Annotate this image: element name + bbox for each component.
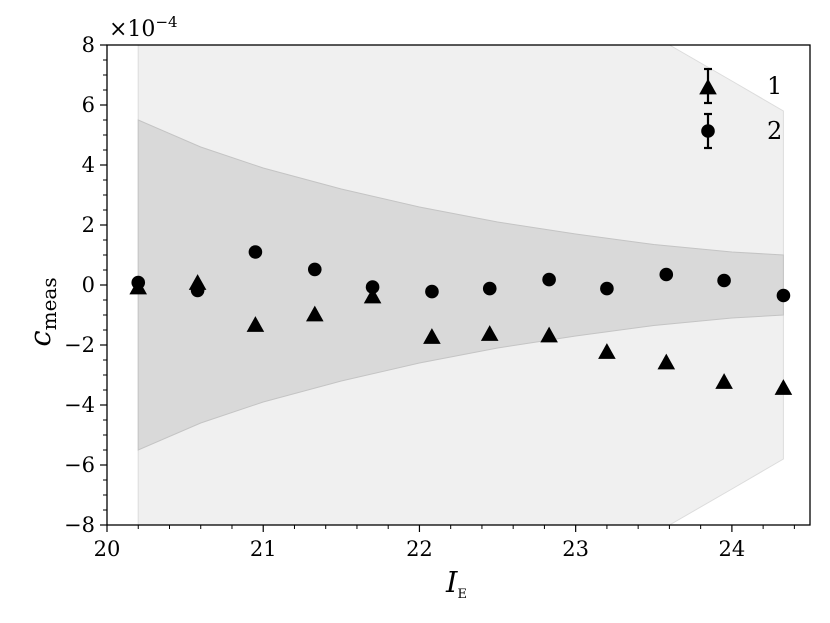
y-tick-label: −8 [64, 513, 95, 537]
legend-marker-circle [701, 124, 715, 138]
series-1-point-12 [774, 379, 793, 395]
series-2-point-3 [248, 245, 263, 259]
legend: 12 [699, 67, 782, 150]
data-markers [129, 245, 793, 395]
x-tick-label: 23 [562, 537, 589, 561]
series-2-point-8 [542, 272, 556, 287]
x-tick-label: 22 [406, 537, 433, 561]
series-2-point-12 [776, 288, 791, 303]
y-axis-title: cmeas [23, 277, 61, 346]
y-tick-label: 8 [82, 33, 95, 57]
series-2-point-2 [190, 283, 205, 298]
series-2-point-4 [307, 262, 322, 277]
series-1-point-3 [246, 316, 265, 332]
y-tick-label: −4 [64, 393, 95, 417]
legend-label: 1 [767, 72, 782, 100]
y-tick-label: 4 [82, 153, 95, 177]
y-tick-label: 2 [82, 213, 95, 237]
series-2-point-5 [365, 280, 380, 294]
y-tick-label: −6 [64, 453, 95, 477]
series-1-point-5 [363, 287, 382, 304]
legend-label: 2 [767, 117, 782, 145]
series-2-point-11 [717, 273, 731, 288]
x-axis-title: IE [445, 565, 467, 602]
series-1-point-7 [480, 325, 499, 341]
series-1-point-11 [715, 373, 733, 389]
series-1-point-8 [540, 326, 558, 343]
legend-marker-triangle [699, 78, 717, 95]
x-tick-label: 20 [94, 537, 121, 561]
series-2-point-9 [600, 281, 614, 296]
series-1-point-4 [306, 305, 324, 322]
series-2-point-1 [131, 275, 146, 290]
series-2-point-6 [425, 284, 439, 299]
svg-text:cmeas: cmeas [23, 277, 61, 346]
y-tick-label: −2 [64, 333, 95, 357]
y-multiplier: ×10−4 [109, 13, 178, 42]
series-1-point-9 [598, 343, 616, 359]
series-1-point-6 [423, 328, 441, 344]
x-tick-label: 24 [719, 537, 746, 561]
confidence-bands [137, 45, 784, 525]
series-2-point-7 [482, 281, 497, 296]
y-tick-label: 0 [82, 273, 95, 297]
x-tick-label: 21 [250, 537, 277, 561]
series-1-point-10 [657, 353, 676, 370]
inner-band [137, 119, 784, 451]
series-2-point-10 [659, 267, 674, 282]
y-tick-label: 6 [82, 93, 95, 117]
